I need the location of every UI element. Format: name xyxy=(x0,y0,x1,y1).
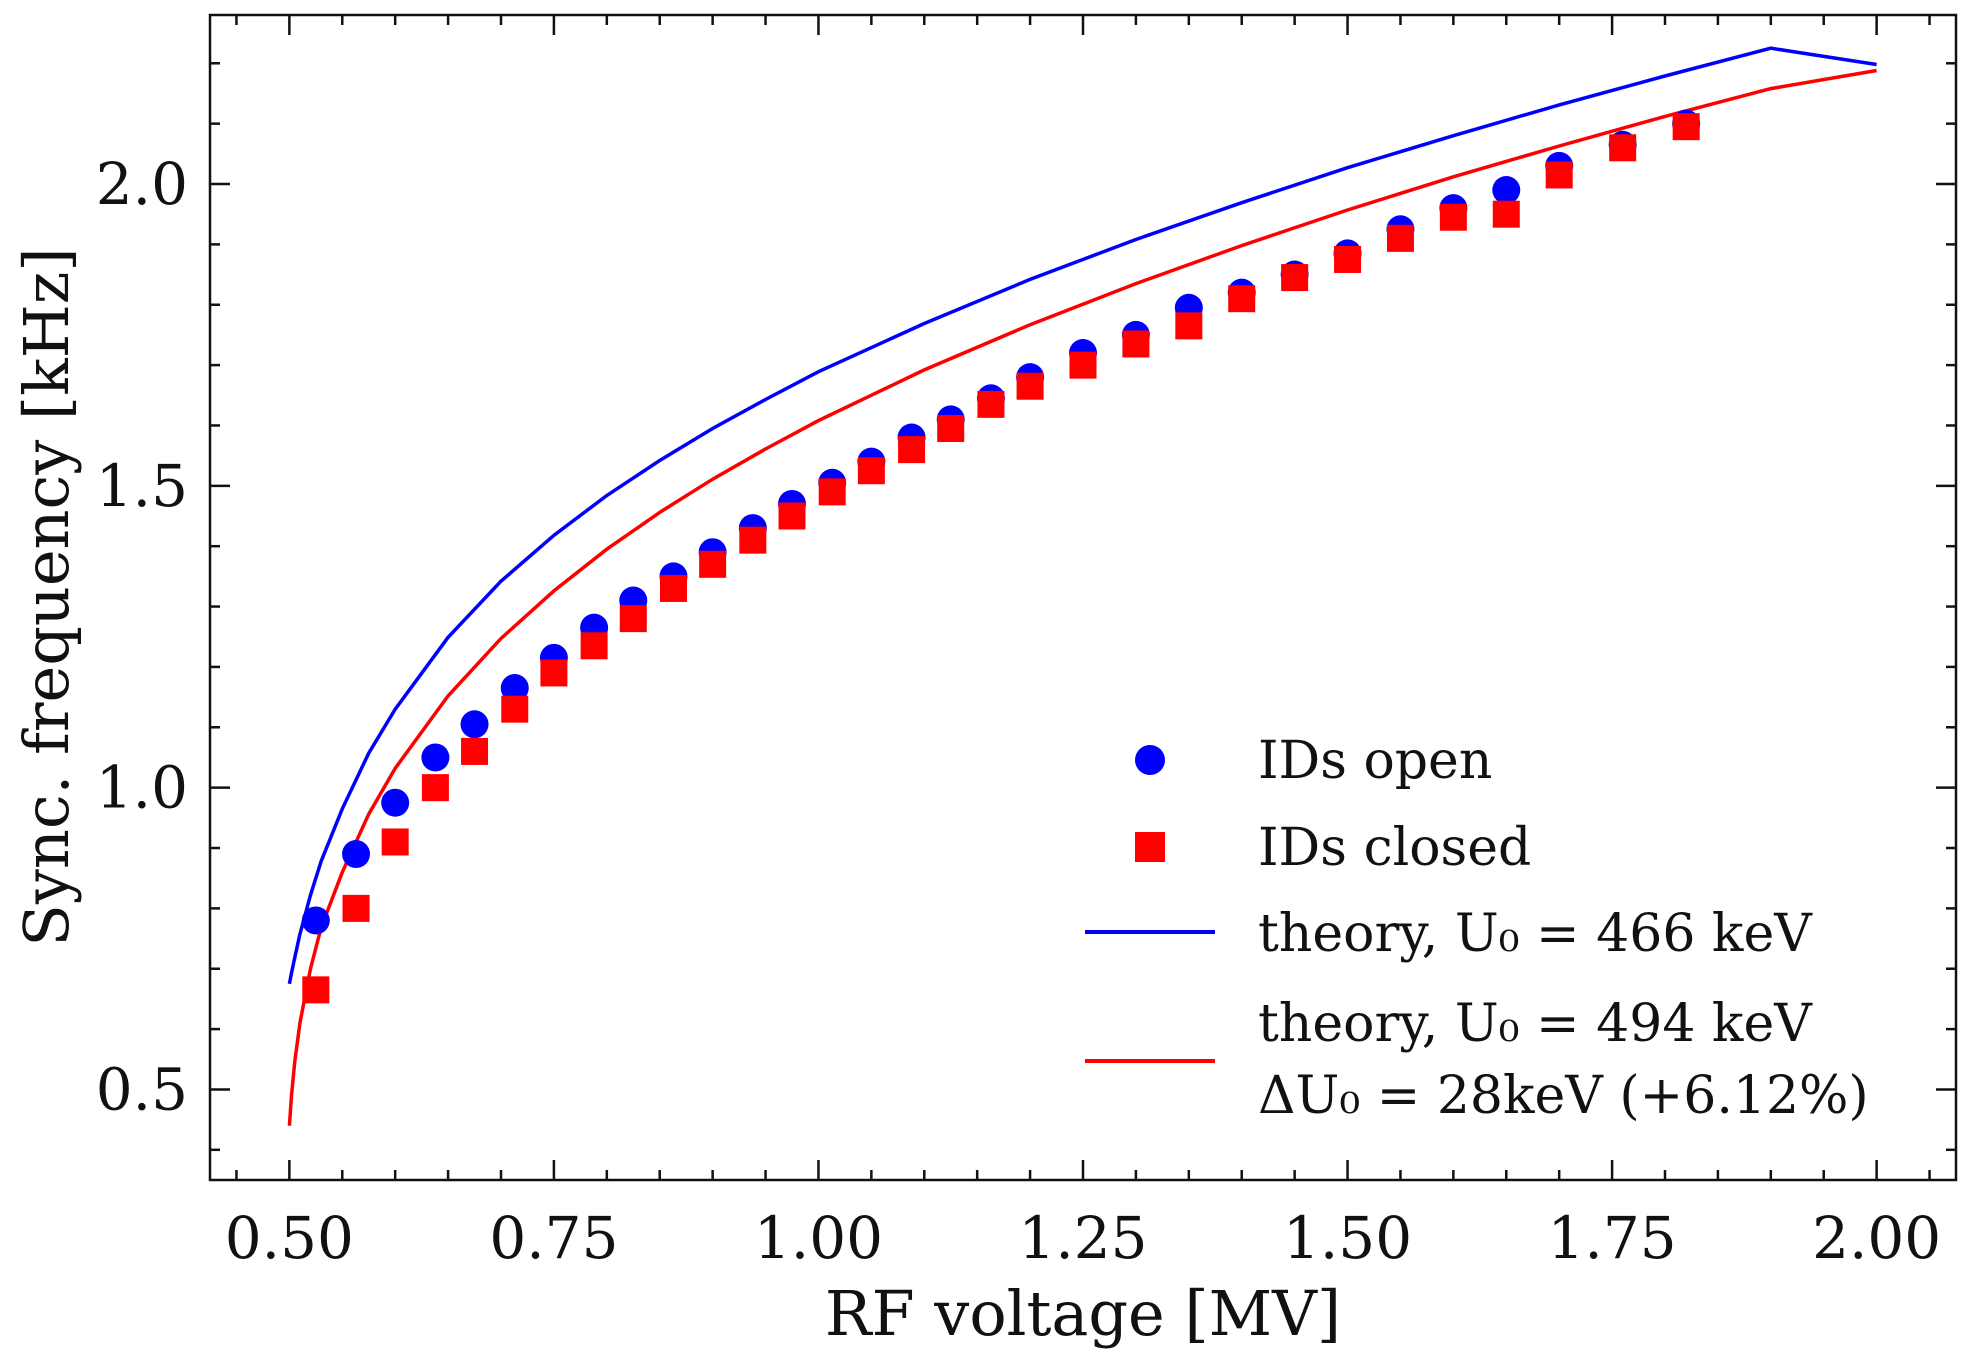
theory-line xyxy=(287,68,1877,1126)
point-ids-closed xyxy=(1334,245,1362,273)
point-ids-closed xyxy=(977,390,1005,418)
point-ids-open xyxy=(381,788,410,817)
point-ids-open xyxy=(301,906,330,935)
legend-label-theory-466: theory, U₀ = 466 keV xyxy=(1258,904,1813,964)
y-tick-label: 1.0 xyxy=(96,754,188,822)
theory-line xyxy=(287,46,1877,985)
point-ids-closed xyxy=(461,737,489,765)
point-ids-closed xyxy=(540,659,568,687)
point-ids-closed xyxy=(699,550,727,578)
legend: IDs open IDs closed theory, U₀ = 466 keV… xyxy=(1085,731,1869,1126)
x-tick-label: 1.25 xyxy=(1018,1204,1147,1272)
x-tick-label: 0.75 xyxy=(489,1204,618,1272)
point-ids-closed xyxy=(1228,285,1256,313)
point-ids-closed xyxy=(342,894,370,922)
point-ids-closed xyxy=(302,976,330,1004)
point-ids-closed xyxy=(1016,372,1044,400)
x-tick-label: 1.75 xyxy=(1548,1204,1677,1272)
x-tick-label: 1.50 xyxy=(1283,1204,1412,1272)
legend-marker-ids-open xyxy=(1135,745,1165,775)
point-ids-closed xyxy=(501,695,529,723)
x-tick-label: 2.00 xyxy=(1812,1204,1941,1272)
axis-tick-labels: 0.50 0.75 1.00 1.25 1.50 1.75 2.00 0.5 1.0 1.5 2.0 xyxy=(96,150,1941,1272)
point-ids-closed xyxy=(937,414,965,442)
point-ids-open xyxy=(460,710,489,739)
y-tick-label: 0.5 xyxy=(96,1055,188,1123)
point-ids-open xyxy=(1492,176,1521,205)
point-ids-closed xyxy=(659,574,687,602)
point-ids-closed xyxy=(739,526,767,554)
point-ids-closed xyxy=(898,436,926,464)
point-ids-closed xyxy=(1281,264,1309,292)
point-ids-closed xyxy=(381,828,409,856)
point-ids-closed xyxy=(1545,161,1573,189)
point-ids-closed xyxy=(1609,134,1637,162)
point-ids-open xyxy=(342,840,371,869)
x-axis-title: RF voltage [MV] xyxy=(825,1277,1341,1350)
point-ids-closed xyxy=(619,605,647,633)
plot-area xyxy=(287,46,1877,1126)
point-ids-closed xyxy=(857,457,885,485)
y-tick-label: 2.0 xyxy=(96,150,188,218)
point-ids-closed xyxy=(1069,351,1097,379)
y-axis-title: Sync. frequency [kHz] xyxy=(10,247,83,946)
point-ids-closed xyxy=(1672,113,1700,141)
point-ids-closed xyxy=(778,502,806,530)
point-ids-closed xyxy=(818,478,846,506)
point-ids-closed xyxy=(1175,312,1203,340)
point-ids-closed xyxy=(580,632,608,660)
point-ids-closed xyxy=(1122,330,1150,358)
legend-label-theory-494: theory, U₀ = 494 keV xyxy=(1258,994,1813,1054)
point-ids-closed xyxy=(1492,200,1520,228)
y-tick-label: 1.5 xyxy=(96,452,188,520)
point-ids-closed xyxy=(1386,224,1414,252)
legend-marker-ids-closed xyxy=(1135,832,1165,862)
legend-label-ids-open: IDs open xyxy=(1258,731,1492,791)
legend-label-delta-u0: ΔU₀ = 28keV (+6.12%) xyxy=(1258,1066,1869,1126)
axis-ticks xyxy=(210,15,1956,1180)
x-tick-label: 0.50 xyxy=(225,1204,354,1272)
point-ids-open xyxy=(421,743,450,772)
point-ids-closed xyxy=(1439,203,1467,231)
legend-label-ids-closed: IDs closed xyxy=(1258,818,1531,878)
x-tick-label: 1.00 xyxy=(754,1204,883,1272)
point-ids-closed xyxy=(421,774,449,802)
point-ids-open xyxy=(500,674,529,703)
